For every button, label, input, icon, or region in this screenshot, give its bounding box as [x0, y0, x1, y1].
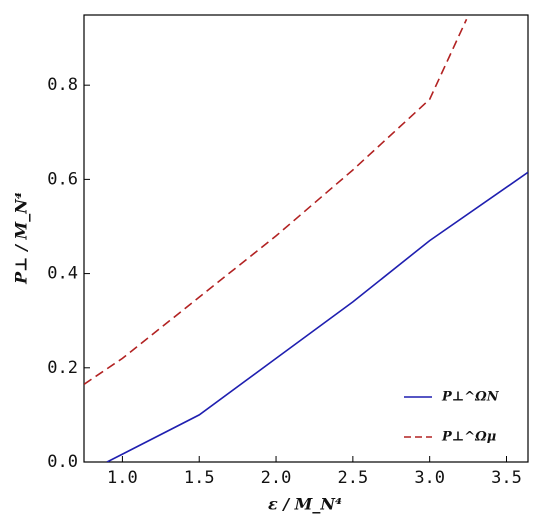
- x-tick-label: 2.5: [337, 468, 368, 488]
- y-axis-label: P⊥ / M_N⁴: [12, 192, 31, 285]
- x-tick-label: 2.0: [261, 468, 292, 488]
- y-tick-label: 0.2: [47, 358, 78, 378]
- x-tick-label: 3.5: [491, 468, 522, 488]
- y-tick-label: 0.0: [47, 452, 78, 472]
- x-tick-label: 1.0: [107, 468, 138, 488]
- y-tick-label: 0.4: [47, 264, 78, 284]
- x-tick-label: 1.5: [184, 468, 215, 488]
- data-line: [106, 171, 528, 462]
- legend-label: P⊥^Ωμ: [441, 430, 497, 445]
- x-tick-label: 3.0: [414, 468, 445, 488]
- data-line: [84, 18, 468, 385]
- y-tick-label: 0.6: [47, 169, 78, 189]
- y-tick-label: 0.8: [47, 75, 78, 95]
- plot-frame: [83, 14, 529, 463]
- x-axis-label: ε / M_N⁴: [268, 495, 342, 514]
- legend-label: P⊥^ΩN: [441, 390, 500, 405]
